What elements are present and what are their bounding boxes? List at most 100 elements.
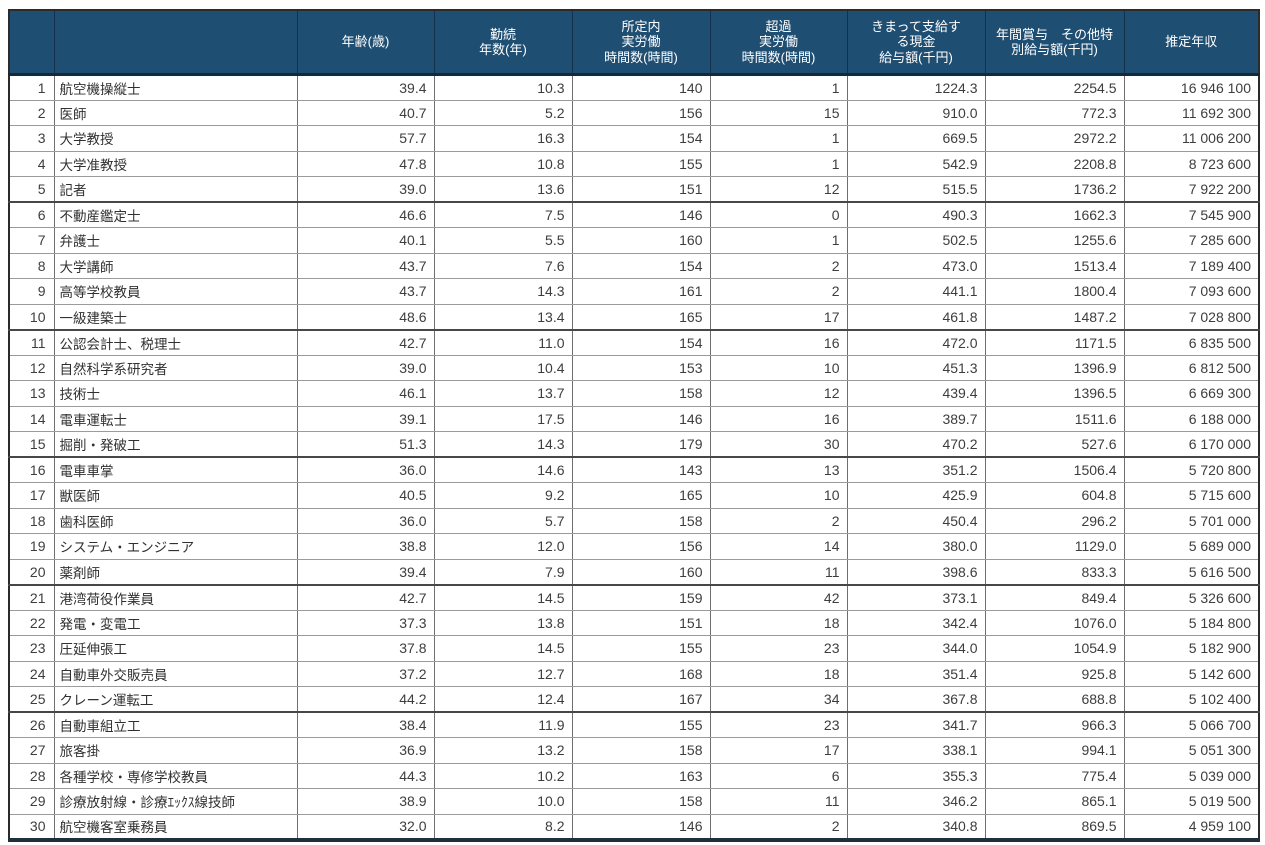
rank-cell: 22 [9, 610, 54, 636]
bonus-cell: 1396.9 [984, 355, 1124, 381]
bonus-cell: 1255.6 [984, 227, 1124, 254]
salary-ranking-table: 年齢(歳) 勤続 年数(年) 所定内 実労働 時間数(時間) 超過 実労働 時間… [8, 9, 1260, 842]
scheduled-hours-cell: 156 [571, 100, 710, 126]
bonus-cell: 527.6 [984, 431, 1124, 458]
age-cell: 37.3 [296, 610, 434, 636]
table-row: 22 発電・変電工 37.3 13.8 151 18 342.4 1076.0 5 184 80… [9, 610, 1259, 636]
monthly-pay-cell: 342.4 [846, 610, 985, 636]
scheduled-hours-cell: 163 [571, 763, 710, 789]
monthly-pay-cell: 373.1 [846, 584, 985, 611]
bonus-cell: 966.3 [984, 712, 1124, 738]
overtime-hours-cell: 2 [709, 253, 847, 279]
overtime-hours-cell: 12 [709, 380, 847, 407]
age-cell: 42.7 [296, 329, 434, 356]
occupation-cell: 大学教授 [53, 125, 297, 152]
rank-cell: 23 [9, 635, 54, 662]
table-row: 28 各種学校・専修学校教員 44.3 10.2 163 6 355.3 775.4 5 039… [9, 763, 1259, 789]
rank-cell: 29 [9, 788, 54, 815]
occupation-cell: 獣医師 [53, 482, 297, 509]
age-cell: 43.7 [296, 278, 434, 305]
age-cell: 40.7 [296, 100, 434, 126]
overtime-hours-cell: 18 [709, 661, 847, 687]
occupation-cell: 診療放射線・診療ｴｯｸｽ線技師 [53, 788, 297, 815]
tenure-cell: 5.5 [433, 227, 572, 254]
rank-cell: 24 [9, 661, 54, 687]
bonus-cell: 865.1 [984, 788, 1124, 815]
tenure-cell: 5.7 [433, 508, 572, 534]
tenure-cell: 13.7 [433, 380, 572, 407]
monthly-pay-cell: 355.3 [846, 763, 985, 789]
table-row: 23 圧延伸張工 37.8 14.5 155 23 344.0 1054.9 5 182 900 [9, 635, 1259, 662]
occupation-cell: 薬剤師 [53, 559, 297, 586]
annual-income-cell: 4 959 100 [1123, 814, 1259, 840]
occupation-cell: 高等学校教員 [53, 278, 297, 305]
annual-income-cell: 6 170 000 [1123, 431, 1259, 458]
annual-income-cell: 5 689 000 [1123, 533, 1259, 560]
age-cell: 47.8 [296, 151, 434, 177]
monthly-pay-cell: 441.1 [846, 278, 985, 305]
annual-income-cell: 5 701 000 [1123, 508, 1259, 534]
tenure-cell: 16.3 [433, 125, 572, 152]
column-header-overtime-hours: 超過 実労働 時間数(時間) [709, 10, 847, 76]
monthly-pay-cell: 472.0 [846, 329, 985, 356]
occupation-cell: 発電・変電工 [53, 610, 297, 636]
monthly-pay-cell: 351.4 [846, 661, 985, 687]
age-cell: 39.4 [296, 74, 434, 101]
monthly-pay-cell: 473.0 [846, 253, 985, 279]
bonus-cell: 925.8 [984, 661, 1124, 687]
scheduled-hours-cell: 140 [571, 74, 710, 101]
monthly-pay-cell: 367.8 [846, 686, 985, 713]
table-row: 1 航空機操縦士 39.4 10.3 140 1 1224.3 2254.5 16 946 10… [9, 74, 1259, 101]
overtime-hours-cell: 11 [709, 788, 847, 815]
column-header-monthly-pay: きまって支給す る現金 給与額(千円) [846, 10, 985, 76]
rank-cell: 27 [9, 737, 54, 764]
scheduled-hours-cell: 155 [571, 635, 710, 662]
bonus-cell: 1511.6 [984, 406, 1124, 432]
age-cell: 39.4 [296, 559, 434, 586]
annual-income-cell: 6 835 500 [1123, 329, 1259, 356]
rank-cell: 4 [9, 151, 54, 177]
scheduled-hours-cell: 151 [571, 610, 710, 636]
table-row: 21 港湾荷役作業員 42.7 14.5 159 42 373.1 849.4 5 326 60… [9, 584, 1259, 611]
annual-income-cell: 5 715 600 [1123, 482, 1259, 509]
monthly-pay-cell: 502.5 [846, 227, 985, 254]
scheduled-hours-cell: 146 [571, 202, 710, 228]
overtime-hours-cell: 30 [709, 431, 847, 458]
age-cell: 38.9 [296, 788, 434, 815]
scheduled-hours-cell: 155 [571, 712, 710, 738]
age-cell: 38.4 [296, 712, 434, 738]
annual-income-cell: 5 066 700 [1123, 712, 1259, 738]
bonus-cell: 869.5 [984, 814, 1124, 840]
annual-income-cell: 8 723 600 [1123, 151, 1259, 177]
overtime-hours-cell: 16 [709, 406, 847, 432]
annual-income-cell: 5 039 000 [1123, 763, 1259, 789]
overtime-hours-cell: 23 [709, 635, 847, 662]
annual-income-cell: 5 142 600 [1123, 661, 1259, 687]
bonus-cell: 775.4 [984, 763, 1124, 789]
age-cell: 37.8 [296, 635, 434, 662]
scheduled-hours-cell: 161 [571, 278, 710, 305]
bonus-cell: 849.4 [984, 584, 1124, 611]
tenure-cell: 7.5 [433, 202, 572, 228]
table-row: 26 自動車組立工 38.4 11.9 155 23 341.7 966.3 5 066 700 [9, 712, 1259, 738]
overtime-hours-cell: 2 [709, 814, 847, 840]
occupation-cell: 航空機操縦士 [53, 74, 297, 101]
scheduled-hours-cell: 179 [571, 431, 710, 458]
rank-cell: 25 [9, 686, 54, 713]
table-row: 7 弁護士 40.1 5.5 160 1 502.5 1255.6 7 285 600 [9, 227, 1259, 254]
occupation-cell: 旅客掛 [53, 737, 297, 764]
column-header-annual-income: 推定年収 [1123, 10, 1259, 76]
tenure-cell: 5.2 [433, 100, 572, 126]
tenure-cell: 13.8 [433, 610, 572, 636]
overtime-hours-cell: 0 [709, 202, 847, 228]
tenure-cell: 14.3 [433, 278, 572, 305]
occupation-cell: 自動車外交販売員 [53, 661, 297, 687]
bonus-cell: 772.3 [984, 100, 1124, 126]
rank-cell: 7 [9, 227, 54, 254]
rank-cell: 1 [9, 74, 54, 101]
table-row: 12 自然科学系研究者 39.0 10.4 153 10 451.3 1396.9 6 812 … [9, 355, 1259, 381]
scheduled-hours-cell: 156 [571, 533, 710, 560]
age-cell: 42.7 [296, 584, 434, 611]
overtime-hours-cell: 13 [709, 457, 847, 483]
age-cell: 36.0 [296, 457, 434, 483]
